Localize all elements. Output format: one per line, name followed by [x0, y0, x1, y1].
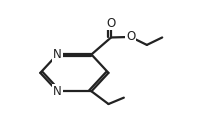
Text: O: O [106, 17, 116, 30]
Text: N: N [53, 85, 62, 98]
Text: O: O [126, 30, 135, 43]
Text: N: N [53, 48, 62, 61]
